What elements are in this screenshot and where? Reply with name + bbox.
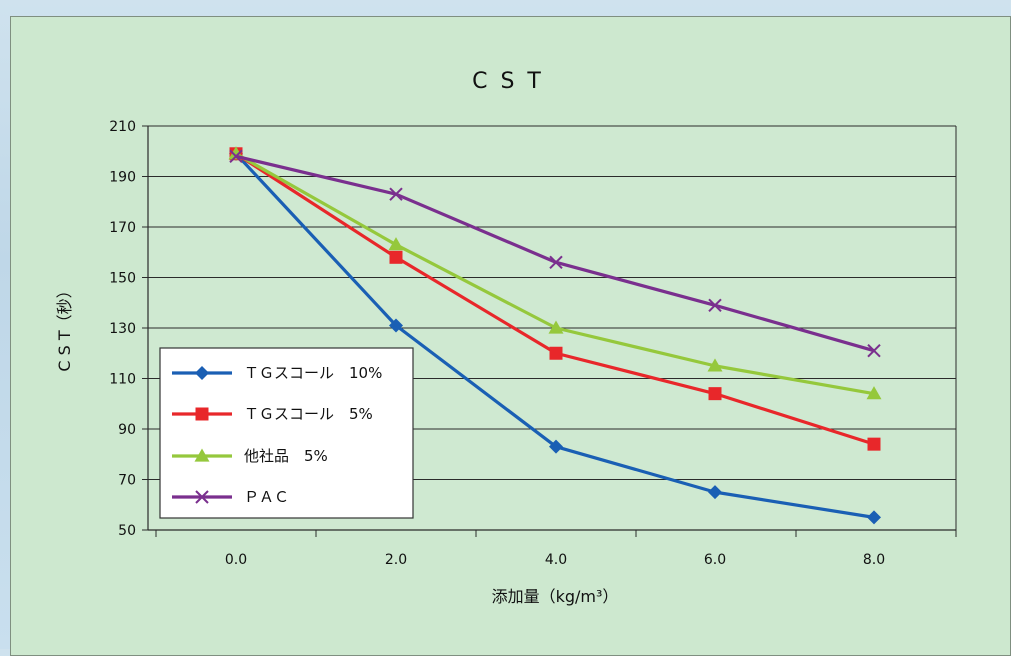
data-point — [708, 387, 722, 401]
data-point — [548, 320, 564, 334]
legend-marker — [195, 407, 209, 421]
x-tick-labels: 0.0 2.0 4.0 6.0 8.0 — [225, 552, 885, 568]
y-tick-label: 50 — [118, 523, 136, 539]
y-tick-label: 110 — [109, 372, 136, 388]
data-point — [389, 318, 403, 333]
data-point — [707, 358, 723, 372]
legend-marker — [195, 490, 209, 504]
data-point — [549, 346, 563, 360]
y-tick-label: 210 — [109, 119, 136, 135]
y-tick-label: 170 — [109, 220, 136, 236]
legend-item: ＰＡＣ — [172, 488, 289, 506]
axes — [142, 125, 957, 537]
x-tick-label: 4.0 — [545, 552, 567, 568]
legend-item: ＴＧスコール 5% — [172, 405, 373, 423]
legend-marker — [195, 366, 209, 380]
chart-title: C S T — [472, 69, 544, 94]
legend-label: 他社品 5% — [244, 447, 328, 465]
legend-label: ＴＧスコール 5% — [244, 405, 373, 423]
x-tick-label: 2.0 — [385, 552, 407, 568]
x-tick-label: 6.0 — [704, 552, 726, 568]
y-axis-label: C S T（秒） — [55, 282, 74, 371]
data-point — [389, 187, 403, 201]
series-4 — [229, 149, 881, 358]
y-tick-label: 130 — [109, 321, 136, 337]
legend-label: ＴＧスコール 10% — [244, 364, 382, 382]
y-tick-labels: 50 70 90 110 130 150 170 190 210 — [109, 119, 136, 539]
legend-item: ＴＧスコール 10% — [172, 364, 382, 382]
x-axis-label: 添加量（kg/m³） — [492, 587, 619, 606]
data-point — [867, 510, 881, 525]
data-point — [867, 344, 881, 358]
data-point — [229, 149, 243, 164]
data-point — [389, 250, 403, 264]
x-tick-label: 0.0 — [225, 552, 247, 568]
y-tick-label: 90 — [118, 422, 136, 438]
x-tick-label: 8.0 — [863, 552, 885, 568]
series-1 — [229, 146, 881, 525]
data-point — [388, 237, 404, 251]
legend-label: ＰＡＣ — [244, 488, 289, 506]
legend-item: 他社品 5% — [172, 447, 328, 465]
data-point — [549, 439, 563, 454]
series-lines — [228, 146, 882, 525]
y-tick-label: 190 — [109, 170, 136, 186]
y-tick-label: 150 — [109, 271, 136, 287]
data-point — [867, 437, 881, 451]
data-point — [866, 386, 882, 400]
y-tick-label: 70 — [118, 473, 136, 489]
data-point — [708, 485, 722, 500]
data-point — [708, 298, 722, 312]
legend-marker — [194, 448, 210, 462]
legend: ＴＧスコール 10% ＴＧスコール 5% 他社品 5% ＰＡＣ — [159, 347, 414, 519]
data-point — [549, 255, 563, 270]
